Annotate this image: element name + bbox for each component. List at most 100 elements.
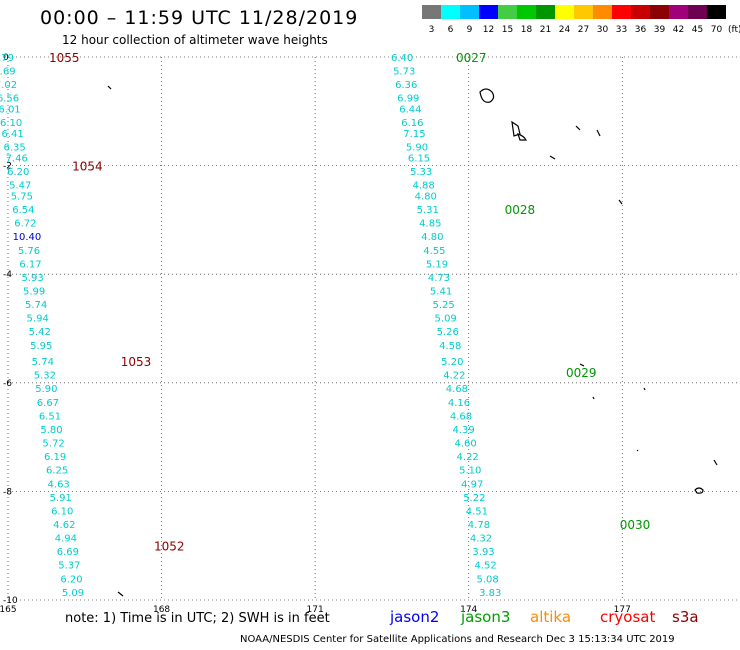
wave-height-value: 5.74 bbox=[25, 300, 47, 311]
legend-swatch bbox=[460, 5, 479, 19]
lon-tick-label: 165 bbox=[0, 605, 17, 615]
island-outline bbox=[643, 387, 646, 391]
wave-height-value: 4.80 bbox=[421, 232, 443, 243]
legend-label: 39 bbox=[654, 25, 666, 35]
wave-height-value: 5.90 bbox=[35, 384, 57, 395]
wave-height-value: 6.51 bbox=[39, 411, 61, 422]
island-outline bbox=[575, 125, 581, 131]
wave-height-value: 6.99 bbox=[397, 94, 419, 105]
wave-height-value: 4.68 bbox=[450, 411, 472, 422]
wave-height-value: 6.72 bbox=[14, 219, 36, 230]
wave-height-value: 5.72 bbox=[42, 439, 64, 450]
wave-height-value: 4.88 bbox=[413, 181, 435, 192]
wave-height-value: 6.25 bbox=[46, 466, 68, 477]
wave-height-value: 4.16 bbox=[448, 398, 470, 409]
legend-altika: altika bbox=[530, 608, 572, 626]
credit-line: NOAA/NESDIS Center for Satellite Applica… bbox=[240, 634, 675, 645]
wave-height-value: 5.22 bbox=[463, 493, 485, 504]
wave-height-value: 6.16 bbox=[401, 118, 423, 129]
legend-swatch bbox=[669, 5, 688, 19]
island-outline bbox=[596, 129, 601, 137]
wave-height-value: 6.19 bbox=[44, 452, 66, 463]
island-outline bbox=[618, 199, 623, 205]
wave-height-value: 5.99 bbox=[23, 286, 45, 297]
pass-id-label: 0029 bbox=[566, 366, 597, 380]
pass-id-label: 0027 bbox=[456, 51, 487, 65]
legend-label: 30 bbox=[597, 25, 609, 35]
wave-height-value: 6.10 bbox=[51, 506, 73, 517]
wave-height-value: 6.54 bbox=[12, 205, 34, 216]
island-outline bbox=[592, 396, 595, 400]
lat-tick-label: 0 bbox=[3, 53, 9, 63]
wave-height-value: 4.52 bbox=[474, 561, 496, 572]
island-outline bbox=[479, 88, 495, 103]
wave-height-value: 4.94 bbox=[55, 534, 77, 545]
wave-height-value: 3.83 bbox=[479, 588, 501, 599]
lon-tick-label: 168 bbox=[153, 605, 170, 615]
legend-swatch bbox=[707, 5, 726, 19]
wave-height-value: 6.79 bbox=[0, 53, 14, 64]
wave-height-value: 7.15 bbox=[403, 129, 425, 140]
wave-height-value: 4.68 bbox=[446, 384, 468, 395]
lon-tick-label: 171 bbox=[307, 605, 324, 615]
wave-height-value: 6.20 bbox=[7, 167, 29, 178]
legend-label: 6 bbox=[448, 25, 454, 35]
legend-label: 27 bbox=[578, 25, 589, 35]
legend-unit: (ft) bbox=[728, 25, 740, 35]
legend-cryosat: cryosat bbox=[600, 608, 656, 626]
wave-height-value: 4.58 bbox=[439, 341, 461, 352]
wave-height-value: 5.32 bbox=[34, 371, 56, 382]
island-outline bbox=[549, 155, 556, 160]
wave-height-value: 5.08 bbox=[477, 574, 499, 585]
wave-height-value: 5.94 bbox=[27, 314, 49, 325]
wave-height-value: 5.10 bbox=[459, 466, 481, 477]
wave-height-value: 5.26 bbox=[437, 327, 459, 338]
wave-height-value: 6.17 bbox=[19, 259, 41, 270]
legend-swatch bbox=[441, 5, 460, 19]
wave-height-value: 5.47 bbox=[9, 181, 31, 192]
pass-id-label: 1055 bbox=[49, 51, 80, 65]
wave-height-value: 6.36 bbox=[395, 80, 417, 91]
lon-tick-label: 177 bbox=[614, 605, 631, 615]
wave-height-value: 5.75 bbox=[11, 191, 33, 202]
wave-height-value: 5.37 bbox=[58, 561, 80, 572]
pass-id-label: 1054 bbox=[72, 160, 103, 174]
wave-height-value: 5.80 bbox=[40, 425, 62, 436]
legend-label: 3 bbox=[429, 25, 435, 35]
wave-height-value: 6.41 bbox=[1, 129, 23, 140]
wave-height-value: 4.62 bbox=[53, 520, 75, 531]
legend-swatch bbox=[593, 5, 612, 19]
wave-height-value: 5.76 bbox=[18, 246, 40, 257]
wave-height-value: 5.91 bbox=[50, 493, 72, 504]
wave-height-value: 6.69 bbox=[57, 547, 79, 558]
wave-height-value: 3.93 bbox=[472, 547, 494, 558]
lat-tick-label: -10 bbox=[3, 596, 18, 606]
lat-tick-label: -4 bbox=[3, 270, 12, 280]
legend-label: 9 bbox=[467, 25, 473, 35]
wave-height-value: 4.80 bbox=[415, 191, 437, 202]
island-outline bbox=[107, 85, 112, 90]
wave-height-value: 4.32 bbox=[470, 534, 492, 545]
wave-height-value: 5.93 bbox=[21, 273, 43, 284]
pass-id-label: 1052 bbox=[154, 540, 185, 554]
wave-height-value: 7.69 bbox=[0, 67, 16, 78]
legend-swatch bbox=[574, 5, 593, 19]
wave-height-value: 4.22 bbox=[457, 452, 479, 463]
wave-height-value: 10.40 bbox=[13, 232, 42, 243]
wave-height-value: 5.42 bbox=[29, 327, 51, 338]
page-title: 00:00 – 11:59 UTC 11/28/2019 bbox=[40, 7, 359, 29]
legend-label: 12 bbox=[483, 25, 494, 35]
wave-height-value: 4.55 bbox=[423, 246, 445, 257]
legend-swatch bbox=[688, 5, 707, 19]
legend-jason3: jason3 bbox=[461, 608, 511, 626]
legend-label: 45 bbox=[692, 25, 703, 35]
pass-id-label: 1053 bbox=[121, 355, 152, 369]
wave-height-value: 5.90 bbox=[406, 143, 428, 154]
legend-swatch bbox=[536, 5, 555, 19]
wave-height-value: 5.19 bbox=[426, 259, 448, 270]
wave-height-value: 6.35 bbox=[4, 143, 26, 154]
wave-height-value: 5.33 bbox=[410, 167, 432, 178]
wave-height-value: 4.73 bbox=[428, 273, 450, 284]
wave-height-value: 6.15 bbox=[408, 153, 430, 164]
wave-height-value: 6.56 bbox=[0, 94, 19, 105]
